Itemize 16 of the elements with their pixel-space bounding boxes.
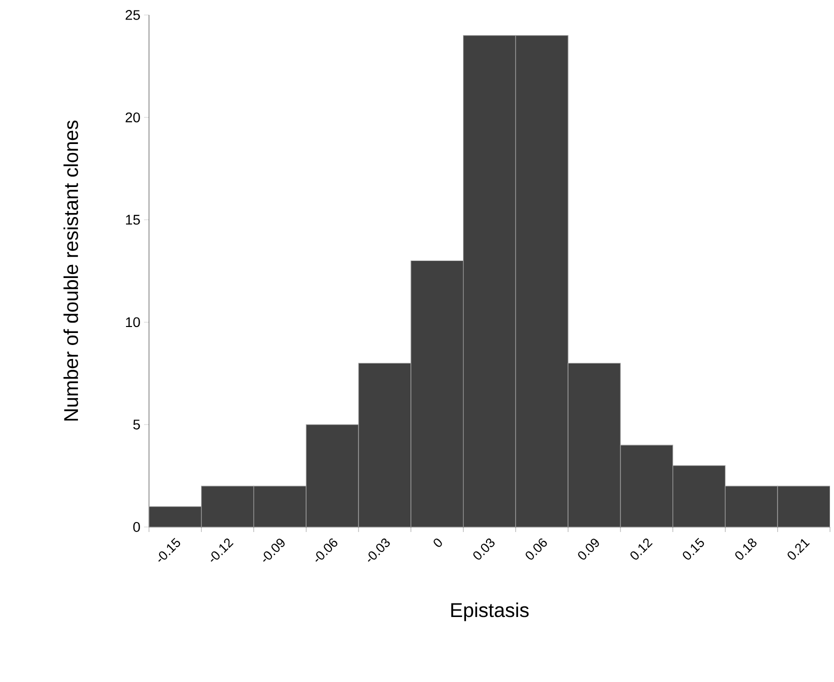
x-tick-label: 0.18 [735, 538, 756, 560]
x-tick-label: 0.09 [578, 538, 599, 560]
y-tick-label: 25 [126, 10, 140, 20]
x-tick-label: 0.15 [682, 538, 704, 560]
y-tick-label: 5 [133, 420, 140, 430]
x-tick-label: 0.21 [788, 539, 810, 560]
y-tick-label: 0 [133, 522, 140, 532]
x-axis-title: Epistasis [451, 602, 529, 622]
y-axis-title: Number of double resistant clones [63, 120, 78, 421]
y-tick-label: 20 [126, 112, 140, 122]
x-tick-label: 0.12 [630, 538, 653, 560]
y-tick-label: 15 [126, 214, 140, 225]
x-tick-label: 0.03 [473, 538, 495, 560]
x-tick-label: 0 [434, 538, 442, 547]
x-tick-label: 0.06 [526, 538, 547, 560]
y-tick-label: 10 [126, 317, 140, 328]
